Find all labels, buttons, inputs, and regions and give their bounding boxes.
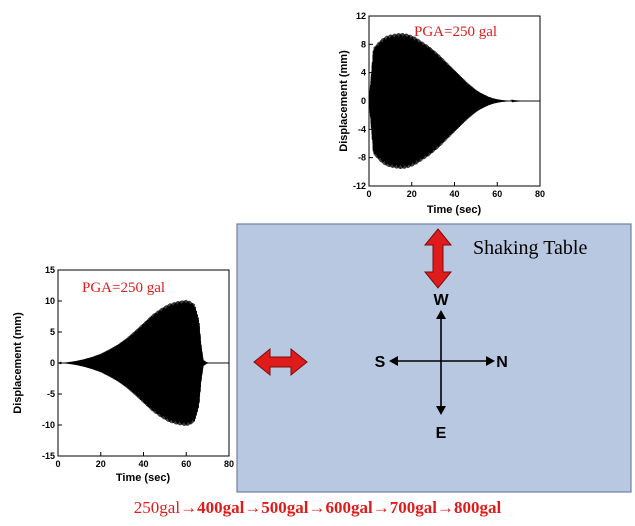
chart-top-ytick-label: 8 xyxy=(361,39,366,49)
horizontal-shake-arrow-icon xyxy=(253,347,308,377)
chart-top-xtick-label: 60 xyxy=(492,189,502,199)
chart-top-ytick-label: -4 xyxy=(358,124,366,134)
chart-left-xlabel: Time (sec) xyxy=(116,472,171,484)
shaking-table-label: Shaking Table xyxy=(473,237,587,259)
chart-left-xtick-label: 60 xyxy=(181,459,191,469)
pga-sequence-steps: →400gal→500gal→600gal→700gal→800gal xyxy=(180,498,502,517)
chart-top-ytick-label: 12 xyxy=(356,11,366,21)
chart-left-ytick-label: 0 xyxy=(50,358,55,368)
compass-north-arrow-icon xyxy=(486,356,495,366)
chart-top-xtick-label: 80 xyxy=(535,189,545,199)
chart-left-ytick-label: -10 xyxy=(42,420,55,430)
compass-north-label: N xyxy=(496,354,508,371)
chart-left-trace xyxy=(57,299,229,426)
vertical-shake-arrow-icon xyxy=(423,228,453,289)
compass-east-arrow-icon xyxy=(436,406,446,415)
chart-top-ytick-label: -8 xyxy=(358,153,366,163)
chart-left-xtick-label: 20 xyxy=(96,459,106,469)
chart-left-ytick-label: 5 xyxy=(50,327,55,337)
chart-top-ytick-label: 4 xyxy=(361,68,366,78)
chart-left-ytick-label: 15 xyxy=(45,265,55,275)
compass-south-arrow-icon xyxy=(389,356,398,366)
chart-left-ytick-label: 10 xyxy=(45,296,55,306)
pga-sequence-start: 250gal xyxy=(133,498,181,517)
chart-top-ytick-label: 0 xyxy=(361,96,366,106)
chart-top-title: PGA=250 gal xyxy=(414,24,497,40)
chart-top-xtick-label: 40 xyxy=(449,189,459,199)
chart-left-ytick-label: -15 xyxy=(42,451,55,461)
chart-top-xtick-label: 0 xyxy=(366,189,371,199)
chart-left-ytick-label: -5 xyxy=(47,389,55,399)
compass-south-label: S xyxy=(375,354,386,371)
compass: W E S N xyxy=(375,292,508,442)
chart-top: 0 20 40 60 80 -12 -8 -4 0 4 8 12 PGA=250 gal Time … xyxy=(338,11,545,216)
chart-top-ytick-label: -12 xyxy=(353,181,366,191)
compass-east-label: E xyxy=(436,425,447,442)
chart-left-xtick-label: 80 xyxy=(224,459,234,469)
chart-left-xtick-label: 0 xyxy=(55,459,60,469)
chart-top-xtick-label: 20 xyxy=(407,189,417,199)
compass-west-label: W xyxy=(433,292,449,309)
chart-left-series-line xyxy=(57,299,229,426)
chart-left: 0 20 40 60 80 -15 -10 -5 0 5 10 15 PGA=250 gal Tim… xyxy=(12,265,234,484)
chart-left-xtick-label: 40 xyxy=(138,459,148,469)
pga-sequence: 250gal→400gal→500gal→600gal→700gal→800ga… xyxy=(0,498,635,518)
chart-top-xlabel: Time (sec) xyxy=(427,204,482,216)
chart-left-title: PGA=250 gal xyxy=(82,280,165,296)
chart-top-ylabel: Displacement (mm) xyxy=(338,50,350,152)
compass-west-arrow-icon xyxy=(436,310,446,319)
chart-left-ylabel: Displacement (mm) xyxy=(12,312,24,414)
